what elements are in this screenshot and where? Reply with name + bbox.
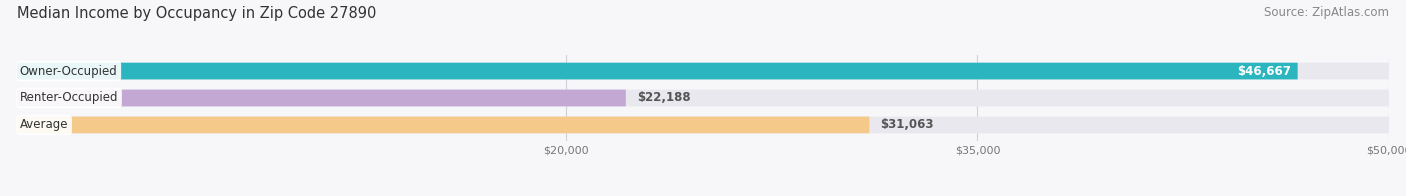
Text: $22,188: $22,188 xyxy=(637,92,690,104)
Text: Median Income by Occupancy in Zip Code 27890: Median Income by Occupancy in Zip Code 2… xyxy=(17,6,377,21)
FancyBboxPatch shape xyxy=(17,117,1389,133)
Text: Source: ZipAtlas.com: Source: ZipAtlas.com xyxy=(1264,6,1389,19)
FancyBboxPatch shape xyxy=(17,63,1389,79)
Text: $31,063: $31,063 xyxy=(880,118,934,132)
FancyBboxPatch shape xyxy=(17,90,1389,106)
Text: Average: Average xyxy=(20,118,67,132)
FancyBboxPatch shape xyxy=(17,63,1298,79)
Text: Owner-Occupied: Owner-Occupied xyxy=(20,64,117,78)
FancyBboxPatch shape xyxy=(17,90,626,106)
Text: $46,667: $46,667 xyxy=(1237,64,1291,78)
Text: Renter-Occupied: Renter-Occupied xyxy=(20,92,118,104)
FancyBboxPatch shape xyxy=(17,117,869,133)
